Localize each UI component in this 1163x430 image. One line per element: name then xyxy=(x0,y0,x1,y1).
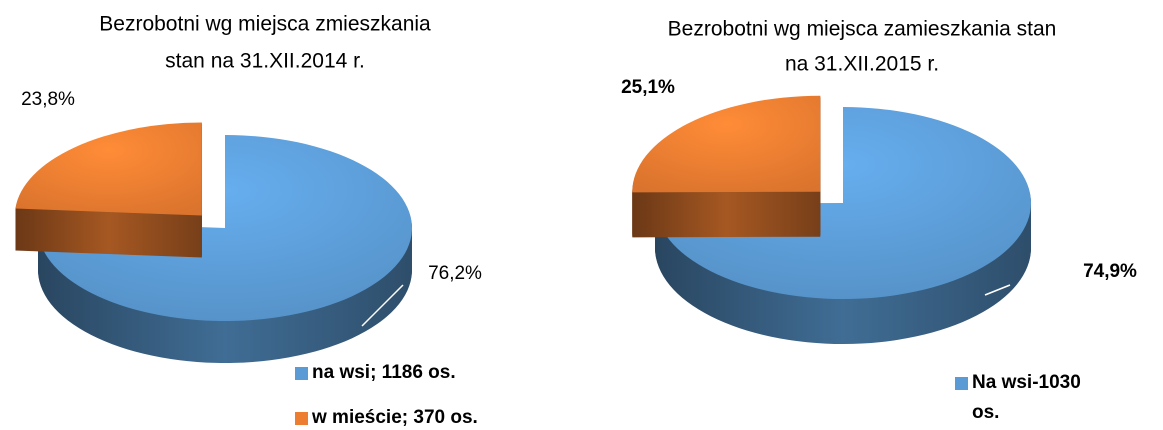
pie-slice xyxy=(15,122,202,258)
chart-title: Bezrobotni wg miejsca zmieszkania xyxy=(99,13,431,36)
slice-top xyxy=(37,135,412,321)
legend-item: Na wsi-1030 os. xyxy=(955,368,1105,428)
legend-item: w mieście; 370 os. xyxy=(295,403,555,430)
chart-title: na 31.XII.2015 r. xyxy=(785,53,939,76)
legend-label: Na wsi-1030 os. xyxy=(972,372,1081,423)
pie-slice xyxy=(632,95,821,238)
slice-top xyxy=(15,122,202,216)
chart-title: stan na 31.XII.2014 r. xyxy=(165,50,365,73)
data-label: 76,2% xyxy=(428,263,482,284)
pie-slice xyxy=(655,107,1031,344)
leader-line xyxy=(984,284,1011,296)
legend-item: na wsi; 1186 os. xyxy=(295,358,555,388)
legend-swatch xyxy=(295,367,308,380)
data-label: 23,8% xyxy=(21,89,75,110)
pie-slice xyxy=(37,135,412,363)
chart-title: Bezrobotni wg miejsca zamieszkania stan xyxy=(668,18,1057,41)
leader-line xyxy=(361,284,404,327)
slice-top xyxy=(632,95,821,193)
data-label: 25,1% xyxy=(621,77,675,98)
legend-swatch xyxy=(955,377,968,390)
legend-label: w mieście; 370 os. xyxy=(312,407,478,428)
slice-top xyxy=(655,107,1031,299)
legend-swatch xyxy=(295,412,308,425)
data-label: 74,9% xyxy=(1083,261,1137,282)
legend-label: na wsi; 1186 os. xyxy=(312,362,456,383)
